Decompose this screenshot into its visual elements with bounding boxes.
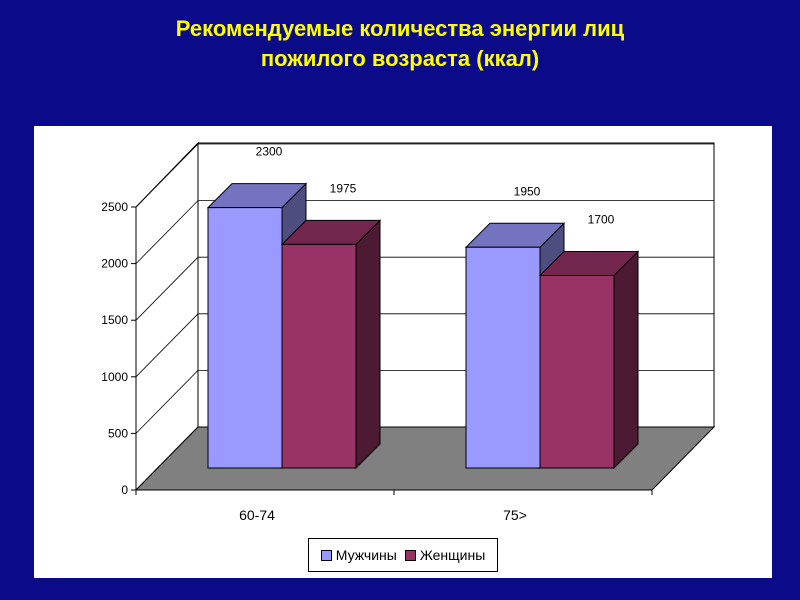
data-label: 1700 bbox=[588, 213, 615, 227]
bar bbox=[281, 243, 357, 469]
gridline-side bbox=[135, 200, 199, 264]
y-tick-label: 2500 bbox=[101, 200, 128, 214]
title-line-1: Рекомендуемые количества энергии лиц bbox=[175, 16, 625, 41]
data-label: 2300 bbox=[256, 145, 283, 159]
y-tick-label: 2000 bbox=[101, 257, 128, 271]
data-label: 1975 bbox=[330, 181, 357, 195]
legend-item-women: Женщины bbox=[404, 547, 486, 563]
gridline-side bbox=[135, 313, 199, 378]
legend-label-men: Мужчины bbox=[335, 547, 397, 563]
data-label: 1950 bbox=[514, 184, 541, 198]
gridline-side bbox=[135, 143, 199, 208]
y-tick-label: 1000 bbox=[101, 370, 128, 384]
chart-legend: Мужчины Женщины bbox=[308, 538, 498, 572]
y-tick-label: 500 bbox=[108, 426, 128, 440]
legend-swatch-women bbox=[404, 549, 416, 561]
x-category-label: 60-74 bbox=[239, 507, 275, 523]
bar-side bbox=[613, 250, 639, 470]
slide-title: Рекомендуемые количества энергии лиц пож… bbox=[0, 14, 800, 74]
gridline-side bbox=[135, 370, 199, 434]
title-line-2: пожилого возраста (ккал) bbox=[260, 46, 540, 71]
y-tick-label: 1500 bbox=[101, 313, 128, 327]
bar bbox=[207, 207, 283, 469]
legend-item-men: Мужчины bbox=[320, 547, 397, 563]
bar-side bbox=[355, 219, 381, 470]
bar bbox=[539, 275, 615, 469]
bar bbox=[465, 246, 541, 469]
gridline-side bbox=[135, 256, 199, 321]
legend-swatch-men bbox=[320, 549, 332, 561]
y-tick-label: 0 bbox=[121, 483, 128, 497]
legend-label-women: Женщины bbox=[419, 547, 486, 563]
x-category-label: 75> bbox=[503, 507, 527, 523]
